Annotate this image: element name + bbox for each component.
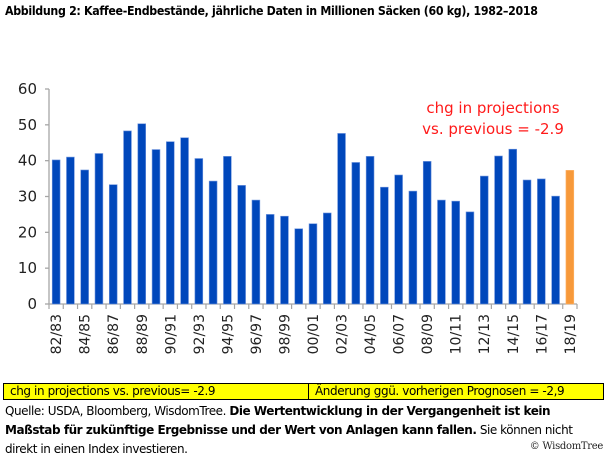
disclaimer-bold: Die Wertentwicklung in der Vergangenheit… bbox=[5, 404, 551, 437]
bar bbox=[51, 159, 61, 305]
note-english: chg in projections vs. previous= -2.9 bbox=[4, 384, 309, 399]
bar bbox=[66, 156, 75, 305]
bar-projection bbox=[565, 170, 575, 305]
bar bbox=[194, 158, 204, 305]
bar bbox=[408, 190, 418, 305]
source-text: Quelle: USDA, Bloomberg, WisdomTree. bbox=[5, 404, 230, 418]
x-tick-label: 14/15 bbox=[506, 314, 522, 354]
bar bbox=[365, 156, 375, 305]
y-tick-label: 30 bbox=[18, 188, 37, 206]
x-tick-label: 10/11 bbox=[449, 314, 465, 354]
bar bbox=[294, 228, 303, 305]
x-tick-label: 90/91 bbox=[163, 314, 179, 354]
x-tick-label: 94/95 bbox=[220, 314, 236, 354]
bar bbox=[251, 199, 261, 305]
bar bbox=[123, 130, 132, 305]
x-tick-label: 04/05 bbox=[363, 314, 379, 354]
bar bbox=[337, 133, 346, 305]
bar bbox=[494, 155, 503, 305]
y-tick-label: 40 bbox=[18, 152, 37, 170]
bar bbox=[166, 141, 175, 305]
y-tick-label: 60 bbox=[18, 80, 37, 98]
x-tick-label: 96/97 bbox=[249, 314, 265, 354]
bar bbox=[223, 156, 232, 305]
bar bbox=[522, 179, 532, 305]
y-tick-label: 10 bbox=[18, 259, 37, 277]
disclaimer-tail: Sie können nicht direkt in einen Index i… bbox=[5, 423, 573, 456]
x-tick-label: 88/89 bbox=[135, 314, 151, 354]
bar bbox=[537, 178, 546, 305]
y-tick-label: 20 bbox=[18, 223, 37, 241]
bar bbox=[280, 215, 289, 305]
bar bbox=[351, 162, 361, 305]
bar bbox=[394, 174, 403, 305]
x-tick-label: 92/93 bbox=[192, 314, 208, 354]
bar-series bbox=[51, 123, 575, 305]
bar bbox=[465, 211, 475, 305]
bar bbox=[308, 223, 318, 305]
x-tick-label: 16/17 bbox=[534, 314, 550, 354]
x-tick-label: 02/03 bbox=[335, 314, 351, 354]
x-tick-label: 86/87 bbox=[106, 314, 122, 354]
x-tick-label: 00/01 bbox=[306, 314, 322, 354]
bar bbox=[94, 153, 104, 305]
x-tick-label: 98/99 bbox=[277, 314, 293, 354]
annotation-line-2: vs. previous = -2.9 bbox=[422, 120, 564, 138]
y-tick-label: 50 bbox=[18, 116, 37, 134]
projection-note-box: chg in projections vs. previous= -2.9 Än… bbox=[3, 383, 604, 400]
bar bbox=[323, 212, 332, 305]
bar bbox=[237, 185, 246, 305]
chart-title: Abbildung 2: Kaffee-Endbestände, jährlic… bbox=[5, 4, 538, 18]
x-tick-label: 06/07 bbox=[392, 314, 408, 354]
bar bbox=[480, 175, 489, 305]
bar bbox=[108, 184, 118, 305]
bar bbox=[180, 137, 189, 305]
x-tick-label: 84/85 bbox=[78, 314, 94, 354]
bar bbox=[208, 180, 218, 305]
bar-chart: 0 10 20 30 40 50 60 82/83 84/85 86/87 88/89 90/91 9… bbox=[18, 80, 579, 354]
bar bbox=[380, 186, 389, 305]
x-tick-label: 12/13 bbox=[477, 314, 493, 354]
bar bbox=[508, 148, 518, 305]
x-tick-label: 08/09 bbox=[420, 314, 436, 354]
bar bbox=[137, 123, 146, 305]
bar bbox=[80, 169, 89, 305]
x-axis: 82/83 84/85 86/87 88/89 90/91 92/93 94/95 96/97… bbox=[48, 303, 579, 354]
bar bbox=[451, 200, 460, 305]
x-tick-label: 18/19 bbox=[563, 314, 579, 354]
bar bbox=[422, 161, 432, 305]
bar bbox=[265, 214, 275, 305]
annotation-line-1: chg in projections bbox=[426, 99, 559, 117]
bar bbox=[437, 199, 446, 305]
source-disclaimer: Quelle: USDA, Bloomberg, WisdomTree. Die… bbox=[5, 402, 605, 459]
bar bbox=[551, 195, 560, 305]
x-tick-label: 82/83 bbox=[49, 314, 65, 354]
copyright: © WisdomTree bbox=[529, 441, 604, 452]
y-axis: 0 10 20 30 40 50 60 bbox=[18, 80, 50, 313]
note-german: Änderung ggü. vorherigen Prognosen = -2,… bbox=[315, 384, 565, 398]
bar bbox=[151, 149, 161, 305]
y-tick-label: 0 bbox=[27, 295, 37, 313]
